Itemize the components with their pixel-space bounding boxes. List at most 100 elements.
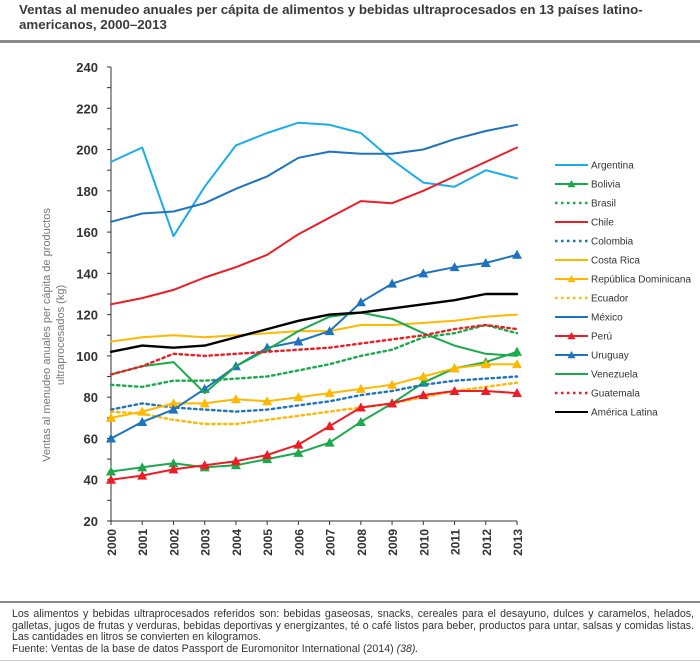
- legend-label: Costa Rica: [591, 256, 640, 267]
- legend-label: Colombia: [591, 237, 634, 248]
- data-point: [355, 402, 366, 412]
- legend-marker: [567, 332, 576, 340]
- series-per-: [106, 385, 522, 484]
- data-point: [512, 388, 522, 398]
- legend-item: Bolivia: [555, 180, 621, 191]
- data-point: [512, 346, 522, 356]
- series-line: [110, 363, 518, 419]
- y-axis-label: Ventas al menudeo anuales per cápita de …: [41, 208, 67, 462]
- series-line: [110, 146, 518, 306]
- y-tick-label: 80: [84, 390, 98, 405]
- legend-label: Uruguay: [591, 351, 629, 362]
- data-point: [262, 342, 273, 352]
- footnote: Los alimentos y bebidas ultraprocesados …: [12, 608, 694, 656]
- legend-label: México: [591, 313, 623, 324]
- data-point: [387, 278, 398, 288]
- series-line: [110, 123, 518, 223]
- x-tick-label: 2003: [199, 529, 213, 556]
- data-point: [168, 458, 179, 468]
- data-point: [106, 412, 116, 422]
- data-point: [137, 470, 148, 480]
- data-point: [355, 297, 366, 307]
- legend-label: Ecuador: [591, 294, 629, 305]
- y-tick-label: 40: [84, 473, 98, 488]
- y-tick-label: 100: [76, 349, 98, 364]
- data-point: [230, 394, 241, 404]
- legend: Argentina Bolivia Brasil Chile Colombia Costa…: [555, 161, 691, 419]
- data-point: [418, 268, 429, 278]
- data-point: [480, 385, 491, 395]
- x-tick-label: 2010: [417, 529, 431, 556]
- legend-marker: [567, 275, 576, 283]
- data-point: [199, 460, 210, 470]
- data-point: [137, 416, 148, 426]
- legend-item: Ecuador: [555, 294, 629, 305]
- data-point: [324, 326, 335, 336]
- series-line: [110, 253, 518, 440]
- data-point: [106, 474, 116, 484]
- legend-label: Brasil: [591, 199, 616, 210]
- series-line: [109, 323, 519, 389]
- data-point: [324, 437, 335, 447]
- x-tick-label: 2012: [480, 529, 494, 556]
- source-reference: (38).: [396, 642, 419, 655]
- series-costa-rica: [110, 313, 518, 343]
- y-axis-label-line: Ventas al menudeo anuales per cápita de …: [41, 208, 53, 462]
- y-tick-label: 200: [76, 143, 98, 158]
- legend-label: América Latina: [591, 408, 658, 419]
- x-tick-label: 2007: [324, 529, 338, 556]
- y-tick-label: 60: [84, 431, 98, 446]
- data-point: [262, 449, 273, 459]
- x-tick-label: 2001: [136, 529, 150, 556]
- series-line: [109, 323, 519, 376]
- y-tick-label: 120: [76, 308, 98, 323]
- series-line: [110, 313, 518, 343]
- legend-label: Bolivia: [591, 180, 621, 191]
- y-tick-label: 240: [76, 60, 98, 75]
- legend-label: Perú: [591, 332, 612, 343]
- series-line: [110, 390, 518, 481]
- data-point: [355, 383, 366, 393]
- bottom-divider: [0, 601, 700, 603]
- y-tick-label: 180: [76, 184, 98, 199]
- series-chile: [110, 146, 518, 306]
- legend-item: Colombia: [555, 237, 634, 248]
- data-point: [168, 398, 179, 408]
- series-uruguay: [106, 249, 522, 443]
- data-point: [293, 439, 304, 449]
- series-line: [110, 311, 518, 395]
- legend-item: Guatemala: [555, 389, 640, 400]
- axes: 20 40 60 80 100 120 140 160 180 200 220 240 2000 2001…: [76, 60, 525, 556]
- data-point: [293, 392, 304, 402]
- data-point: [512, 249, 522, 259]
- x-tick-label: 2011: [449, 529, 463, 555]
- end-divider: [0, 660, 700, 661]
- series-line: [110, 121, 518, 238]
- data-point: [324, 421, 335, 431]
- series-argentina: [110, 121, 518, 238]
- legend-item: Perú: [555, 332, 612, 343]
- legend-label: Chile: [591, 218, 614, 229]
- source-text: Fuente: Ventas de la base de datos Passp…: [12, 642, 394, 655]
- data-point: [324, 388, 335, 398]
- legend-item: Costa Rica: [555, 256, 640, 267]
- legend-label: República Dominicana: [591, 275, 691, 286]
- line-chart: Ventas al menudeo anuales per cápita de …: [41, 60, 691, 556]
- series-brasil: [109, 323, 519, 389]
- legend-item: República Dominicana: [555, 275, 691, 286]
- y-tick-label: 140: [76, 266, 98, 281]
- data-point: [480, 359, 491, 369]
- x-tick-label: 2009: [386, 529, 400, 556]
- legend-marker: [567, 351, 576, 359]
- legend-item: Venezuela: [555, 370, 638, 381]
- data-point: [418, 390, 429, 400]
- legend-label: Guatemala: [591, 389, 640, 400]
- legend-item: Brasil: [555, 199, 616, 210]
- y-tick-label: 160: [76, 225, 98, 240]
- x-tick-label: 2002: [167, 529, 181, 556]
- data-point: [262, 396, 273, 406]
- footnote-source: Fuente: Ventas de la base de datos Passp…: [12, 642, 694, 656]
- data-point: [293, 447, 304, 457]
- legend-item: Argentina: [555, 161, 634, 172]
- data-point: [355, 416, 366, 426]
